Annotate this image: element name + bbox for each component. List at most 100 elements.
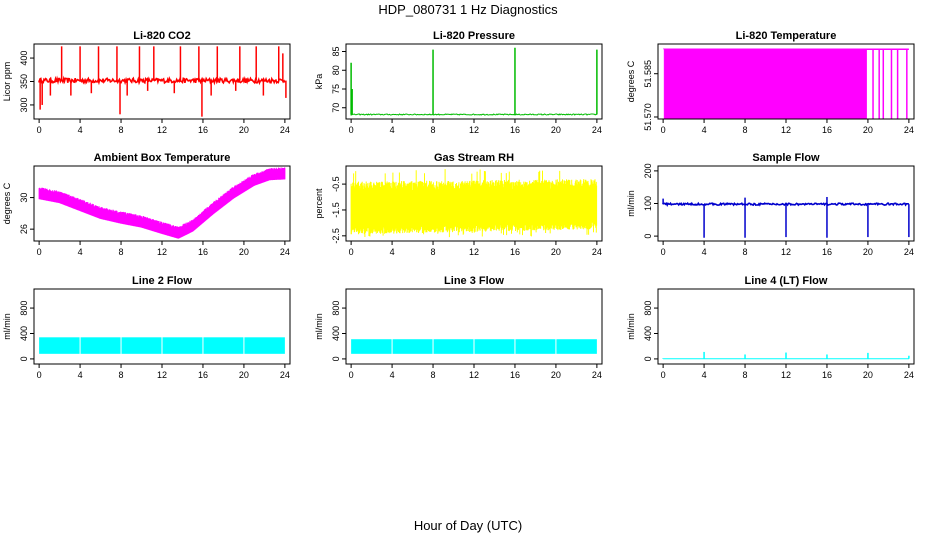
y-axis-label: degrees C <box>2 182 12 224</box>
data-layer <box>350 169 598 238</box>
x-tick-label: 16 <box>510 125 520 135</box>
x-tick-label: 8 <box>119 247 124 257</box>
y-tick-label: 350 <box>19 74 29 89</box>
panel-8: Line 3 Flow ml/min 0 4 8 12 16 20 24 0 400 800 <box>314 275 603 380</box>
x-tick-label: 20 <box>863 370 873 380</box>
panel-title: Sample Flow <box>752 152 820 164</box>
data-fill <box>663 49 867 119</box>
data-layer <box>662 196 910 238</box>
x-tick-label: 12 <box>781 247 791 257</box>
x-tick-label: 4 <box>78 247 83 257</box>
y-tick-label: 400 <box>643 326 653 341</box>
panel-title: Ambient Box Temperature <box>94 152 231 164</box>
x-tick-label: 8 <box>743 247 748 257</box>
y-tick-label: -2.5 <box>331 228 341 244</box>
y-axis-label: ml/min <box>314 313 324 340</box>
x-tick-label: 8 <box>119 125 124 135</box>
x-tick-label: 20 <box>239 125 249 135</box>
x-tick-label: 24 <box>280 247 290 257</box>
data-line <box>350 113 598 116</box>
data-line <box>38 75 286 86</box>
x-tick-label: 16 <box>198 125 208 135</box>
x-tick-label: 12 <box>157 125 167 135</box>
x-tick-label: 20 <box>239 370 249 380</box>
x-tick-label: 16 <box>510 370 520 380</box>
plot-frame <box>345 43 603 120</box>
x-tick-label: 16 <box>198 370 208 380</box>
x-tick-label: 16 <box>198 247 208 257</box>
y-tick-label: 85 <box>331 46 341 56</box>
x-tick-label: 8 <box>743 370 748 380</box>
x-tick-label: 8 <box>431 370 436 380</box>
y-tick-label: 800 <box>19 301 29 316</box>
x-tick-label: 12 <box>157 370 167 380</box>
data-layer <box>351 337 597 355</box>
x-tick-label: 20 <box>551 370 561 380</box>
x-tick-label: 24 <box>904 247 914 257</box>
panel-5: Gas Stream RH percent 0 4 8 12 16 20 24 -2.5 -1.5 -… <box>314 152 603 257</box>
y-tick-label: 200 <box>643 163 653 178</box>
y-tick-label: 0 <box>19 356 29 361</box>
y-tick-label: 0 <box>643 356 653 361</box>
x-tick-label: 12 <box>469 370 479 380</box>
figure-title: HDP_080731 1 Hz Diagnostics <box>378 2 558 17</box>
panel-title: Line 4 (LT) Flow <box>745 275 828 287</box>
y-tick-label: 800 <box>643 301 653 316</box>
x-tick-label: 24 <box>280 125 290 135</box>
y-tick-label: 80 <box>331 65 341 75</box>
y-tick-label: 51.570 <box>643 103 653 131</box>
x-tick-label: 12 <box>781 125 791 135</box>
y-axis-label: Licor ppm <box>2 62 12 102</box>
y-axis-label: degrees C <box>626 60 636 102</box>
panel-title: Gas Stream RH <box>434 152 514 164</box>
y-tick-label: 400 <box>19 326 29 341</box>
y-tick-label: 100 <box>643 196 653 211</box>
x-tick-label: 0 <box>661 125 666 135</box>
x-tick-label: 24 <box>592 247 602 257</box>
y-axis-label: ml/min <box>626 190 636 217</box>
x-tick-label: 0 <box>661 370 666 380</box>
y-tick-label: 70 <box>331 103 341 113</box>
data-layer <box>38 46 287 117</box>
data-layer <box>39 335 285 355</box>
x-tick-label: 20 <box>551 247 561 257</box>
y-tick-label: 0 <box>643 234 653 239</box>
y-axis-label: kPa <box>314 74 324 90</box>
data-layer <box>662 351 910 360</box>
y-tick-label: -0.5 <box>331 176 341 192</box>
y-tick-label: 800 <box>331 301 341 316</box>
data-layer <box>38 167 286 239</box>
y-axis-label: ml/min <box>2 313 12 340</box>
y-axis-label: percent <box>314 188 324 219</box>
x-tick-label: 4 <box>78 125 83 135</box>
x-tick-label: 4 <box>390 125 395 135</box>
y-axis-label: ml/min <box>626 313 636 340</box>
y-tick-label: -1.5 <box>331 202 341 218</box>
x-tick-label: 20 <box>551 125 561 135</box>
x-tick-label: 0 <box>349 370 354 380</box>
y-tick-label: 300 <box>19 97 29 112</box>
panel-2: Li-820 Pressure kPa 0 4 8 12 16 20 24 70 75 80 85 <box>314 30 603 135</box>
x-tick-label: 12 <box>469 247 479 257</box>
x-tick-label: 0 <box>37 125 42 135</box>
x-tick-label: 16 <box>822 370 832 380</box>
x-tick-label: 4 <box>702 370 707 380</box>
x-tick-label: 24 <box>904 370 914 380</box>
y-tick-label: 51.585 <box>643 60 653 88</box>
x-tick-label: 12 <box>781 370 791 380</box>
x-tick-label: 8 <box>119 370 124 380</box>
panel-title: Line 3 Flow <box>444 275 504 287</box>
data-layer <box>350 47 598 116</box>
x-tick-label: 20 <box>239 247 249 257</box>
panel-7: Line 2 Flow ml/min 0 4 8 12 16 20 24 0 400 800 <box>2 275 291 380</box>
panel-3: Li-820 Temperature degrees C 0 4 8 12 16 20 24 51… <box>626 30 915 135</box>
y-tick-label: 75 <box>331 84 341 94</box>
x-tick-label: 20 <box>863 125 873 135</box>
x-tick-label: 0 <box>37 370 42 380</box>
figure-xlabel: Hour of Day (UTC) <box>413 518 523 533</box>
x-tick-label: 12 <box>157 247 167 257</box>
x-tick-label: 0 <box>37 247 42 257</box>
x-tick-label: 16 <box>510 247 520 257</box>
y-tick-label: 30 <box>19 193 29 203</box>
